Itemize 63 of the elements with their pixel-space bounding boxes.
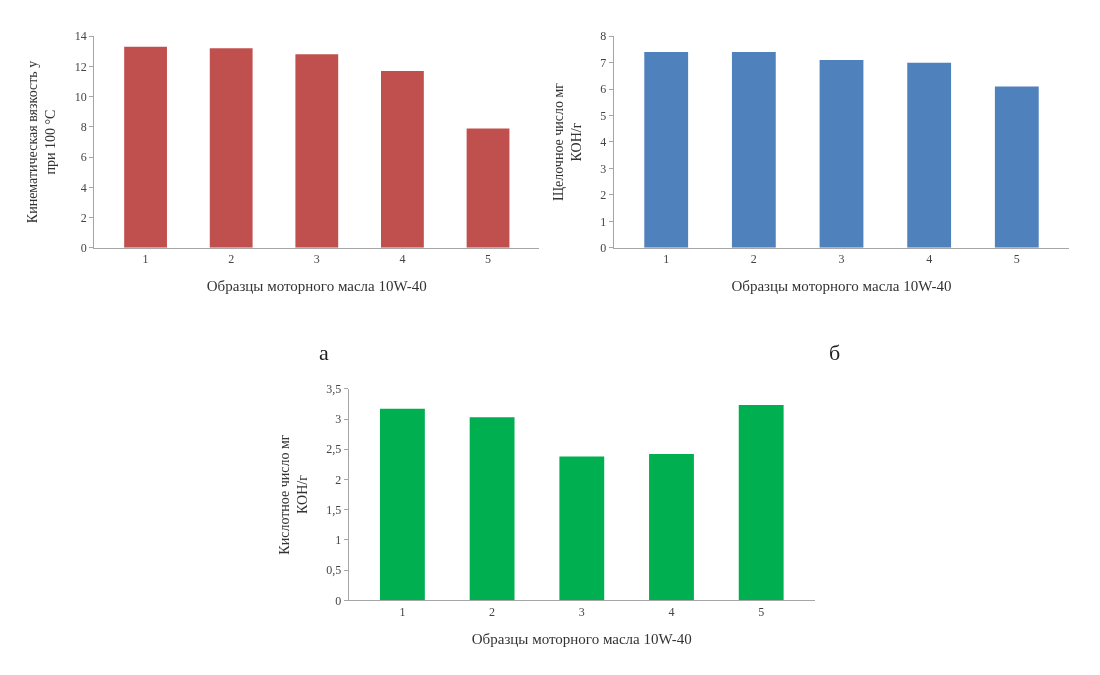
y-tick-label: 3,5 [326, 381, 342, 396]
x-tick-label: 1 [399, 604, 406, 619]
x-tick-label: 5 [758, 604, 765, 619]
x-tick-label: 2 [228, 252, 235, 267]
bar [379, 408, 425, 601]
x-tick-label: 1 [142, 252, 149, 267]
y-tick-label: 12 [74, 59, 87, 74]
x-tick-label: 5 [1013, 252, 1020, 267]
y-tick-label: 0 [335, 593, 342, 608]
x-tick-label: 4 [399, 252, 406, 267]
bar [819, 60, 864, 248]
y-tick-label: 0 [600, 240, 607, 255]
bar [295, 54, 339, 248]
x-tick-label: 2 [489, 604, 496, 619]
y-tick-label: 8 [80, 120, 87, 135]
y-tick-label: 4 [600, 135, 607, 150]
y-tick-label: 2 [335, 472, 342, 487]
bar [209, 48, 253, 248]
y-tick-label: 0,5 [326, 563, 342, 578]
y-tick-label: 2 [600, 188, 607, 203]
x-tick-label: 4 [668, 604, 675, 619]
y-tick-label: 4 [80, 180, 87, 195]
x-tick-label: 3 [313, 252, 320, 267]
text: б [829, 340, 841, 365]
y-tick-label: 3 [600, 161, 607, 176]
bar [731, 52, 776, 248]
bar [738, 405, 784, 601]
y-tick-label: 2,5 [326, 442, 342, 457]
x-tick-label: 1 [663, 252, 670, 267]
bar [994, 86, 1039, 248]
bar [469, 417, 515, 601]
bar [466, 128, 510, 248]
bar [907, 62, 952, 248]
bar [559, 456, 605, 601]
y-tick-label: 1 [600, 214, 607, 229]
y-axis-title: Щелочное число мг КОН/г [550, 82, 584, 202]
bar [124, 46, 167, 248]
bar [649, 454, 694, 601]
x-axis-title: Образцы моторного масла 10W-40 [471, 630, 692, 647]
x-axis-title: Образцы моторного масла 10W-40 [731, 278, 952, 295]
y-tick-label: 8 [600, 29, 607, 44]
y-tick-label: 3 [335, 412, 342, 427]
y-tick-label: 10 [74, 89, 87, 104]
y-tick-label: 1 [335, 533, 342, 548]
x-tick-label: 3 [578, 604, 585, 619]
x-axis-title: Образцы моторного масла 10W-40 [206, 278, 427, 295]
y-axis-title: Кинематическая вязкость у при 100 °С [25, 60, 59, 224]
x-tick-label: 4 [926, 252, 933, 267]
y-tick-label: 14 [74, 29, 87, 44]
y-tick-label: 6 [80, 150, 87, 165]
y-tick-label: 6 [600, 82, 607, 97]
x-tick-label: 3 [838, 252, 845, 267]
bar [381, 70, 424, 248]
y-tick-label: 2 [80, 210, 87, 225]
y-tick-label: 0 [80, 240, 87, 255]
y-tick-label: 5 [600, 108, 607, 123]
y-axis-title: Кислотное число мг КОН/г [276, 434, 310, 555]
y-tick-label: 1,5 [326, 502, 342, 517]
x-tick-label: 2 [750, 252, 757, 267]
y-tick-label: 7 [600, 55, 607, 70]
text: а [319, 340, 329, 365]
x-tick-label: 5 [485, 252, 492, 267]
bar [644, 52, 689, 248]
